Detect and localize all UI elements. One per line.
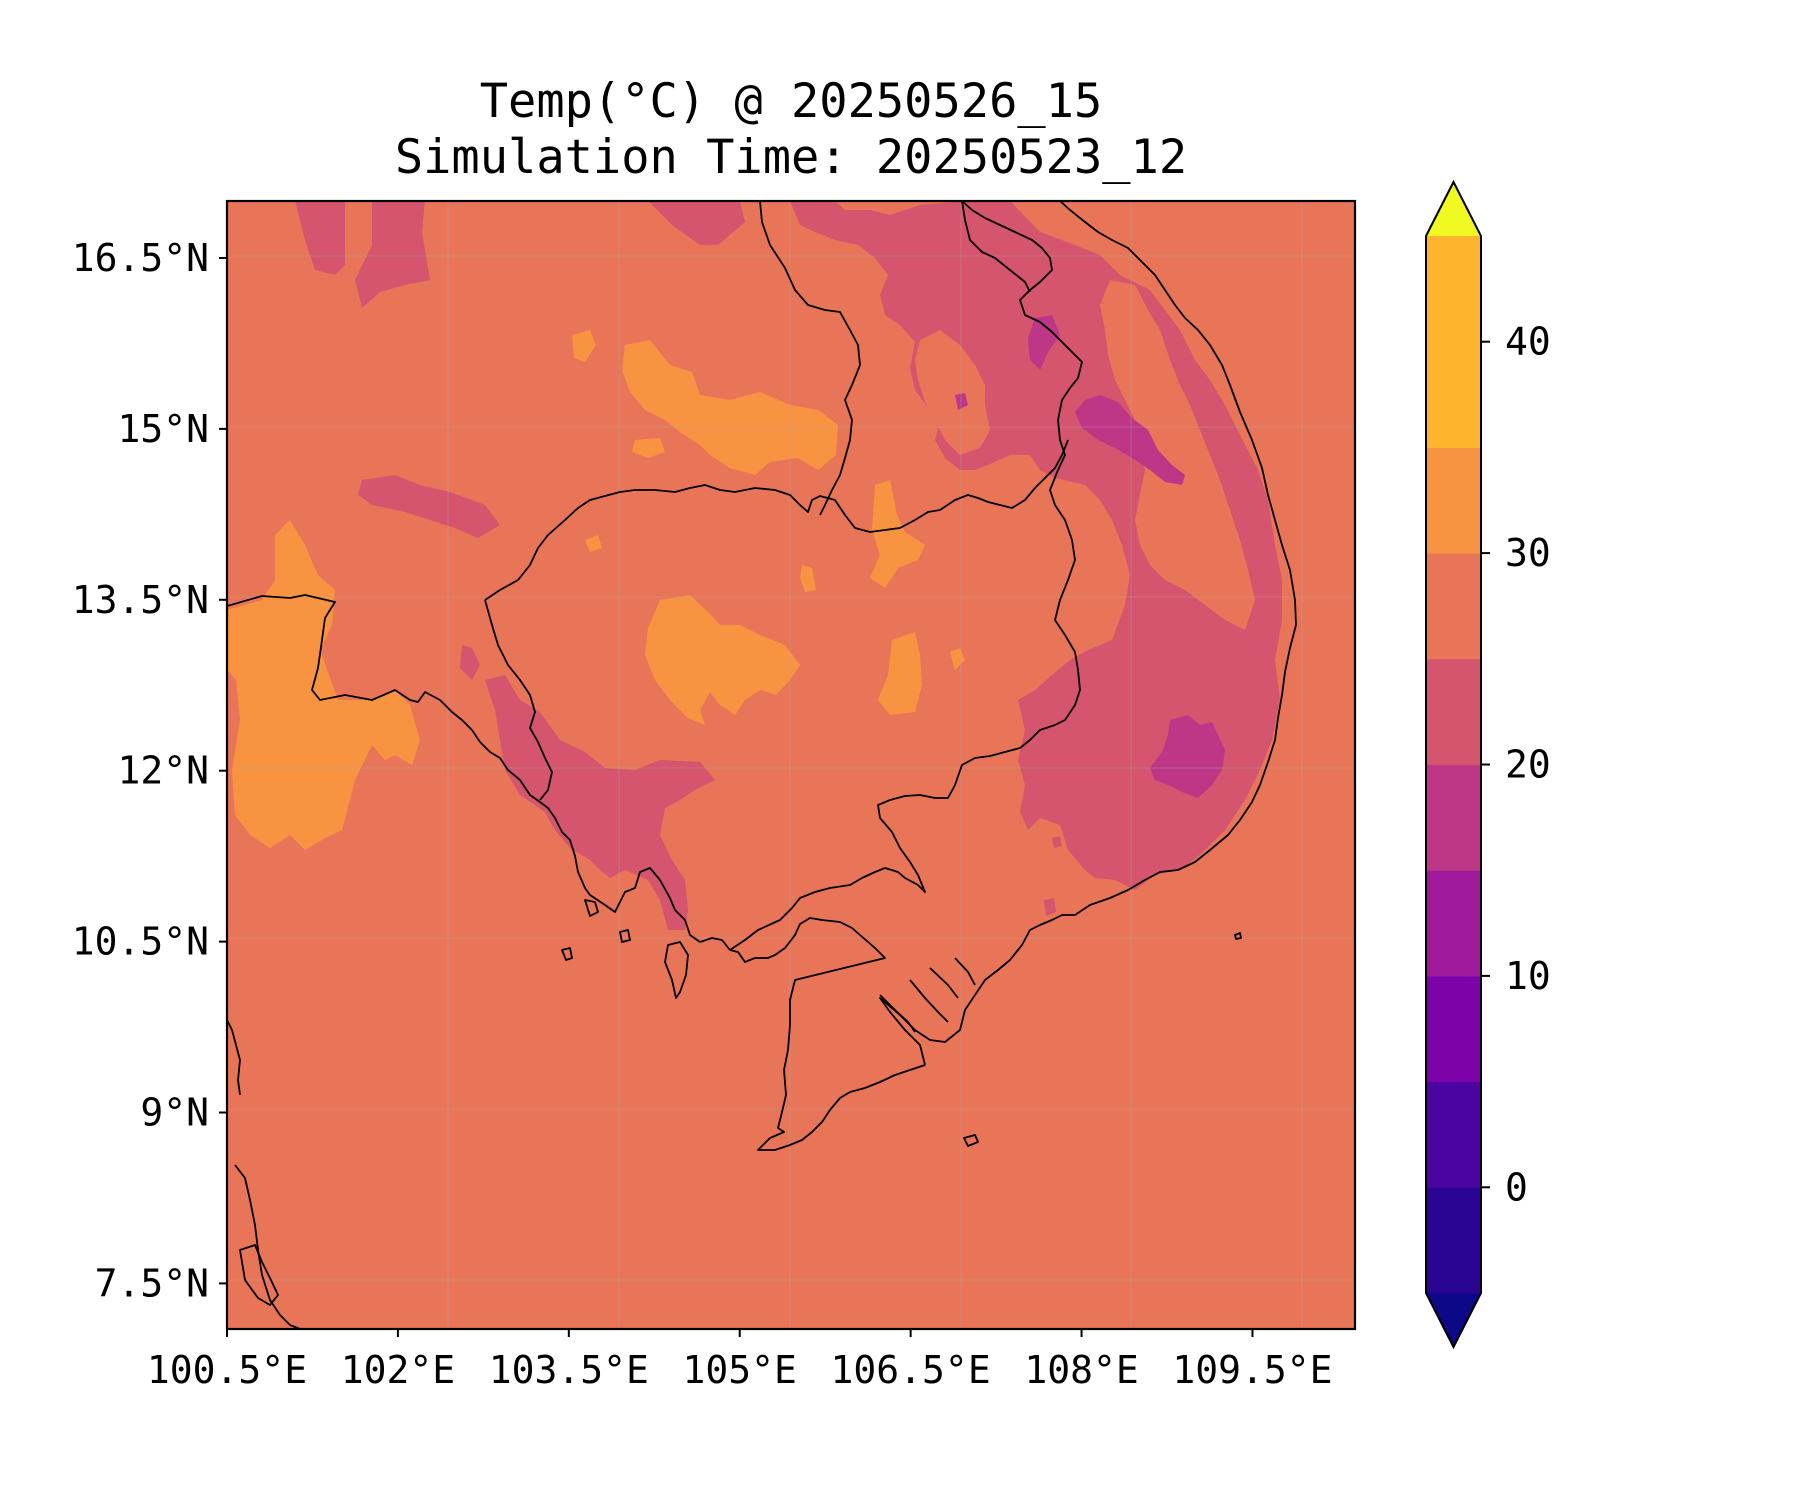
y-tick-label: 13.5°N bbox=[72, 578, 209, 622]
cool-region-north bbox=[355, 201, 430, 308]
border-line bbox=[484, 439, 1069, 601]
warm-region-central-cambodia bbox=[870, 480, 925, 588]
warm-region-west-coast bbox=[227, 520, 420, 850]
island-coastline bbox=[239, 1244, 279, 1306]
gridlines bbox=[227, 201, 1355, 1329]
temperature-field bbox=[227, 201, 1355, 1329]
map-panel bbox=[225, 199, 1357, 1331]
map-frame bbox=[225, 199, 1357, 1331]
colorbar-band bbox=[1426, 1081, 1481, 1188]
y-tick-label: 9°N bbox=[140, 1091, 209, 1135]
colorbar-tick-label: 0 bbox=[1505, 1165, 1528, 1209]
colorbar-tick-label: 30 bbox=[1505, 531, 1551, 575]
x-tick-label: 106.5°E bbox=[831, 1348, 991, 1392]
warm-region-central-cambodia bbox=[645, 595, 800, 725]
x-axis: 100.5°E 102°E 103.5°E 105°E 106.5°E 108°E 109.… bbox=[147, 1329, 1333, 1392]
coastline bbox=[757, 934, 926, 1151]
colorbar: 0 10 20 30 40 bbox=[1425, 179, 1551, 1350]
coldest-core-north bbox=[955, 393, 968, 410]
background-coastal-strip bbox=[1160, 201, 1355, 1329]
border-line bbox=[759, 201, 861, 516]
colorbar-outline bbox=[1425, 179, 1482, 1350]
coastlines-borders bbox=[227, 201, 1297, 1329]
x-tick-label: 103.5°E bbox=[489, 1348, 649, 1392]
border-line bbox=[729, 201, 1083, 951]
x-tick-label: 109.5°E bbox=[1172, 1348, 1332, 1392]
cool-region-small bbox=[1052, 836, 1062, 848]
x-tick-label: 100.5°E bbox=[147, 1348, 307, 1392]
background-hole-annamite bbox=[1100, 280, 1255, 630]
coldest-core-south bbox=[1150, 715, 1225, 798]
coldest-core-north bbox=[1028, 315, 1060, 370]
y-axis: 16.5°N 15°N 13.5°N 12°N 10.5°N 9°N 7.5°N bbox=[72, 236, 227, 1305]
colorbar-band bbox=[1426, 553, 1481, 660]
x-tick-label: 105°E bbox=[683, 1348, 797, 1392]
colorbar-band bbox=[1426, 341, 1481, 448]
cool-region-north bbox=[648, 201, 745, 245]
cool-region-small bbox=[1044, 898, 1056, 916]
cool-region-cardamom bbox=[485, 675, 715, 930]
colorbar-band bbox=[1426, 447, 1481, 554]
map-subtitle: Simulation Time: 20250523_12 bbox=[395, 130, 1187, 185]
warm-region-central-cambodia bbox=[878, 632, 922, 715]
warm-region-north-patch bbox=[622, 340, 838, 475]
y-tick-label: 10.5°N bbox=[72, 920, 209, 964]
coastline bbox=[227, 1019, 301, 1329]
y-tick-label: 15°N bbox=[117, 407, 209, 451]
coastline bbox=[699, 917, 861, 963]
y-tick-label: 7.5°N bbox=[95, 1261, 209, 1305]
colorbar-band bbox=[1426, 236, 1481, 343]
border-line bbox=[961, 201, 1031, 293]
colorbar-band bbox=[1426, 975, 1481, 1083]
y-tick-label: 16.5°N bbox=[72, 236, 209, 280]
colorbar-band bbox=[1426, 870, 1481, 977]
x-tick-label: 108°E bbox=[1024, 1348, 1138, 1392]
warm-region-central-cambodia bbox=[950, 648, 965, 670]
warm-region-central-cambodia bbox=[585, 535, 602, 552]
coastline bbox=[879, 957, 976, 1033]
colorbar-tick-label: 10 bbox=[1505, 954, 1551, 998]
island-coastline bbox=[561, 899, 1242, 1147]
coastline bbox=[879, 201, 1297, 1066]
cool-region-north bbox=[460, 645, 480, 680]
coastline bbox=[471, 729, 701, 943]
colorbar-extend-max bbox=[1426, 182, 1481, 236]
x-tick-label: 102°E bbox=[341, 1348, 455, 1392]
colorbar-band bbox=[1426, 1187, 1481, 1294]
coldest-core-north bbox=[1075, 395, 1185, 485]
colorbar-tick-label: 20 bbox=[1505, 743, 1551, 787]
cool-region-north bbox=[358, 475, 500, 538]
warm-region-central-cambodia bbox=[800, 565, 816, 592]
warm-region-north-patch bbox=[632, 438, 665, 458]
background-hole-annamite bbox=[915, 330, 990, 455]
colorbar-band bbox=[1426, 658, 1481, 765]
colorbar-extend-min bbox=[1426, 1293, 1481, 1347]
border-line bbox=[484, 599, 553, 801]
island-coastline bbox=[664, 941, 689, 999]
map-title: Temp(°C) @ 20250526_15 bbox=[480, 74, 1103, 129]
y-tick-label: 12°N bbox=[117, 749, 209, 793]
border-line bbox=[227, 594, 473, 731]
colorbar-tick-label: 40 bbox=[1505, 320, 1551, 364]
cool-region-north bbox=[295, 201, 345, 275]
warm-region-north-patch bbox=[572, 330, 596, 362]
colorbar-band bbox=[1426, 764, 1481, 871]
